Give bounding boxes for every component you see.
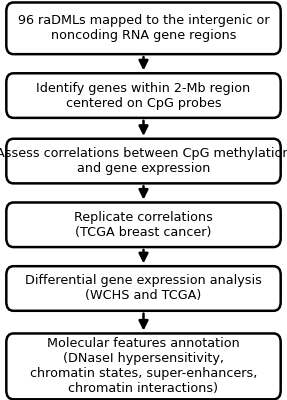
FancyBboxPatch shape xyxy=(6,139,281,183)
Text: Molecular features annotation
(DNaseI hypersensitivity,
chromatin states, super-: Molecular features annotation (DNaseI hy… xyxy=(30,337,257,395)
Text: Identify genes within 2-Mb region
centered on CpG probes: Identify genes within 2-Mb region center… xyxy=(36,82,251,110)
FancyBboxPatch shape xyxy=(6,73,281,118)
FancyBboxPatch shape xyxy=(6,202,281,247)
Text: 96 raDMLs mapped to the intergenic or
noncoding RNA gene regions: 96 raDMLs mapped to the intergenic or no… xyxy=(18,14,269,42)
FancyBboxPatch shape xyxy=(6,2,281,54)
Text: Assess correlations between CpG methylation
and gene expression: Assess correlations between CpG methylat… xyxy=(0,147,287,175)
FancyBboxPatch shape xyxy=(6,334,281,399)
Text: Differential gene expression analysis
(WCHS and TCGA): Differential gene expression analysis (W… xyxy=(25,274,262,302)
FancyBboxPatch shape xyxy=(6,266,281,311)
Text: Replicate correlations
(TCGA breast cancer): Replicate correlations (TCGA breast canc… xyxy=(74,211,213,239)
